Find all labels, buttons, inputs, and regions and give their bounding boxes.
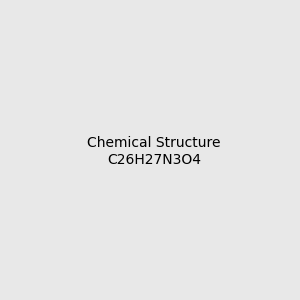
Text: Chemical Structure
C26H27N3O4: Chemical Structure C26H27N3O4 [87,136,220,166]
